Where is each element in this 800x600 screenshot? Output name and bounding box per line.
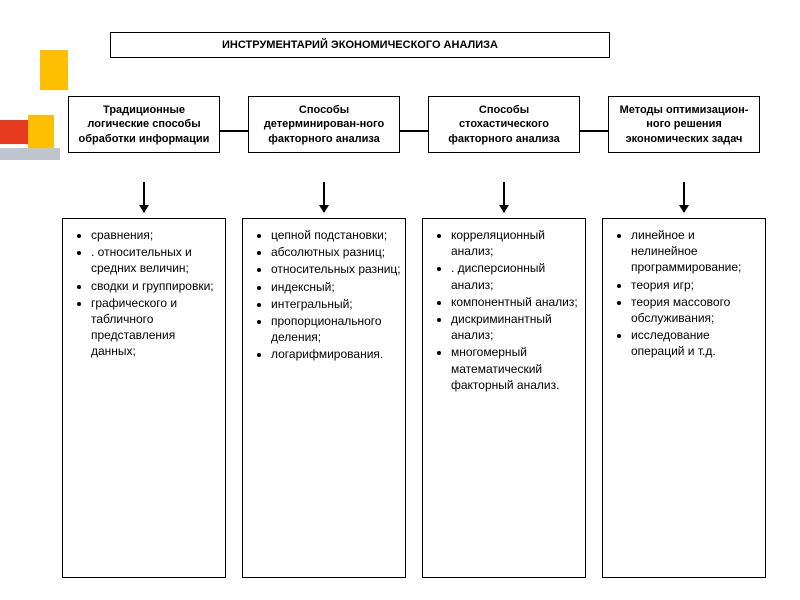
list-1: цепной подстановки;абсолютных разниц;отн… — [247, 227, 401, 363]
list-box-3: линейное и нелинейное программирование;т… — [602, 218, 766, 578]
list-2: корреляционный анализ;. дисперсионный ан… — [427, 227, 581, 393]
list-item: корреляционный анализ; — [451, 227, 581, 259]
list-item: интегральный; — [271, 296, 401, 312]
arrow-0 — [143, 182, 145, 212]
arrow-1 — [323, 182, 325, 212]
list-item: теория массового обслуживания; — [631, 294, 761, 326]
list-item: относительных разниц; — [271, 261, 401, 277]
list-item: теория игр; — [631, 277, 761, 293]
list-item: абсолютных разниц; — [271, 244, 401, 260]
list-box-1: цепной подстановки;абсолютных разниц;отн… — [242, 218, 406, 578]
decor-2 — [28, 115, 54, 149]
list-box-0: сравнения;. относительных и средних вели… — [62, 218, 226, 578]
list-item: сравнения; — [91, 227, 221, 243]
list-0: сравнения;. относительных и средних вели… — [67, 227, 221, 360]
decor-3 — [0, 148, 60, 160]
list-item: многомерный математический факторный ана… — [451, 344, 581, 393]
arrow-3 — [683, 182, 685, 212]
list-item: компонентный анализ; — [451, 294, 581, 310]
list-item: сводки и группировки; — [91, 278, 221, 294]
category-0: Традиционные логические способы обработк… — [68, 96, 220, 153]
list-item: линейное и нелинейное программирование; — [631, 227, 761, 276]
list-item: дискриминантный анализ; — [451, 311, 581, 343]
list-box-2: корреляционный анализ;. дисперсионный ан… — [422, 218, 586, 578]
category-3: Методы оптимизацион-ного решения экономи… — [608, 96, 760, 153]
list-item: индексный; — [271, 279, 401, 295]
list-item: . относительных и средних величин; — [91, 244, 221, 276]
list-item: исследование операций и т.д. — [631, 327, 761, 359]
list-item: . дисперсионный анализ; — [451, 260, 581, 292]
list-item: логарифмирования. — [271, 346, 401, 362]
arrow-2 — [503, 182, 505, 212]
decor-1 — [0, 120, 28, 144]
list-3: линейное и нелинейное программирование;т… — [607, 227, 761, 360]
category-1: Способы детерминирован-ного факторного а… — [248, 96, 400, 153]
diagram-title: ИНСТРУМЕНТАРИЙ ЭКОНОМИЧЕСКОГО АНАЛИЗА — [110, 32, 610, 58]
list-item: графического и табличного представления … — [91, 295, 221, 360]
list-item: цепной подстановки; — [271, 227, 401, 243]
category-2: Способы стохастического факторного анали… — [428, 96, 580, 153]
list-item: пропорционального деления; — [271, 313, 401, 345]
decor-0 — [40, 50, 68, 90]
